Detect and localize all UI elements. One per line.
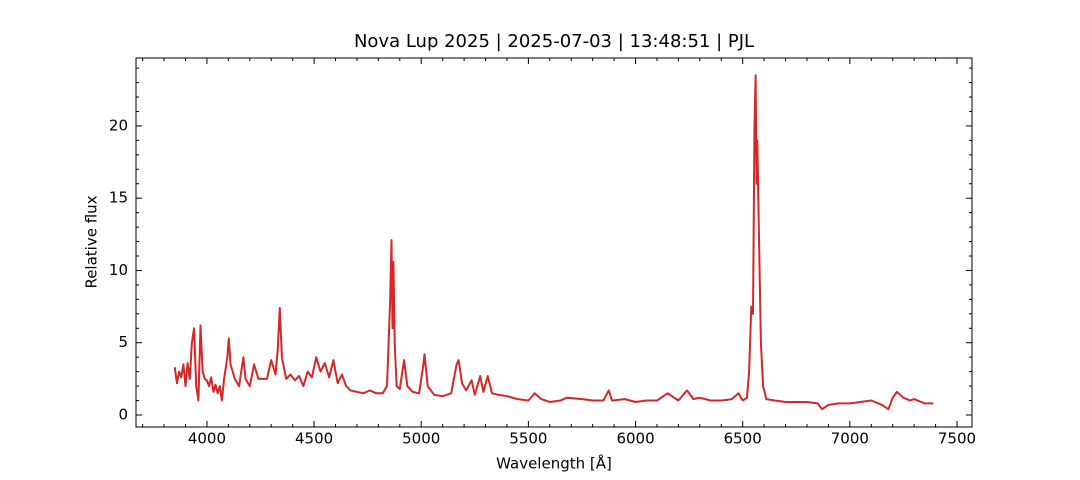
chart-title: Nova Lup 2025 | 2025-07-03 | 13:48:51 | … — [354, 31, 754, 52]
spectrum-line — [173, 74, 934, 411]
y-tick-label: 15 — [109, 189, 128, 207]
x-tick-label: 5500 — [509, 430, 547, 448]
x-tick-label: 7500 — [938, 430, 976, 448]
x-tick-label: 5000 — [402, 430, 440, 448]
y-tick-label: 0 — [118, 406, 128, 424]
y-axis-label: Relative flux — [83, 195, 101, 288]
y-tick-label: 5 — [118, 333, 128, 351]
x-tick-label: 4000 — [188, 430, 226, 448]
y-tick-label: 10 — [109, 261, 128, 279]
plot-frame — [135, 57, 973, 428]
x-tick-label: 6500 — [724, 430, 762, 448]
x-tick-label: 4500 — [295, 430, 333, 448]
x-tick-label: 7000 — [831, 430, 869, 448]
x-axis-label: Wavelength [Å] — [496, 454, 612, 473]
x-tick-label: 6000 — [616, 430, 654, 448]
y-tick-label: 20 — [109, 116, 128, 134]
